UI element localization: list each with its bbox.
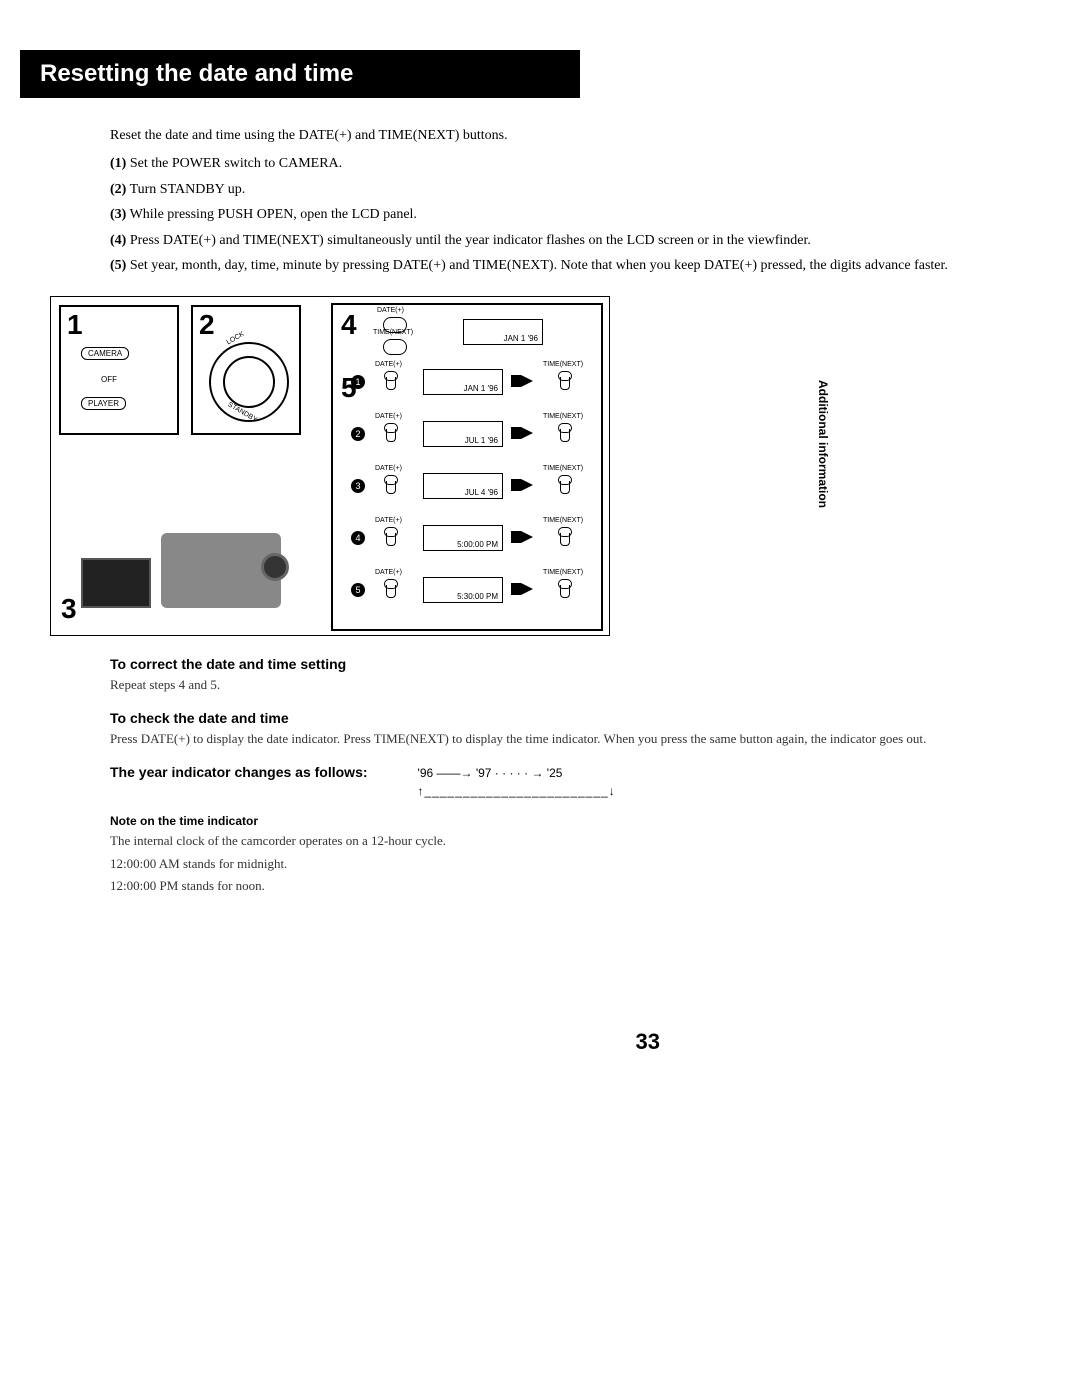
diagram-num-1: 1	[67, 309, 83, 341]
arrow-icon	[511, 479, 521, 491]
check-text: Press DATE(+) to display the date indica…	[110, 730, 1040, 748]
player-label: PLAYER	[81, 397, 126, 410]
section-title: Resetting the date and time	[40, 60, 560, 88]
arrow-icon	[511, 375, 521, 387]
press-icon	[381, 423, 399, 443]
lcd-display: 5:00:00 PM	[423, 525, 503, 551]
intro-paragraph: Reset the date and time using the DATE(+…	[110, 128, 1040, 144]
arrow-icon	[521, 583, 533, 595]
step-text: While pressing PUSH OPEN, open the LCD p…	[130, 207, 417, 222]
step-text: Set year, month, day, time, minute by pr…	[130, 258, 948, 273]
step-item: (2) Turn STANDBY up.	[110, 180, 1040, 200]
date-btn-label: DATE(+)	[375, 413, 402, 420]
date-btn-label: DATE(+)	[375, 465, 402, 472]
arrow-icon	[521, 531, 533, 543]
press-icon	[381, 371, 399, 391]
lcd-display: JAN 1 '96	[423, 369, 503, 395]
arrow-icon	[521, 375, 533, 387]
arrow-icon	[521, 479, 533, 491]
note-heading: Note on the time indicator	[110, 814, 1040, 828]
time-btn-label: TIME(NEXT)	[543, 569, 583, 576]
camera-label: CAMERA	[81, 347, 129, 360]
date-btn-label: DATE(+)	[375, 361, 402, 368]
seq-circle-num: 5	[351, 583, 365, 597]
seq-row: 2 DATE(+) JUL 1 '96 TIME(NEXT)	[333, 409, 601, 461]
arrow-icon	[511, 583, 521, 595]
time-button-icon	[383, 339, 407, 355]
instruction-diagram: 1 CAMERA OFF PLAYER 2 LOCK STANDBY 3 4 5…	[50, 296, 610, 636]
step-item: (1) Set the POWER switch to CAMERA.	[110, 154, 1040, 174]
date-btn-label: DATE(+)	[377, 307, 404, 314]
dial-icon	[209, 342, 289, 422]
lcd-display: 5:30:00 PM	[423, 577, 503, 603]
press-icon	[381, 475, 399, 495]
year-indicator-row: The year indicator changes as follows: '…	[110, 764, 1040, 800]
step-text: Turn STANDBY up.	[130, 182, 246, 197]
seq-row: 4 DATE(+) 5:00:00 PM TIME(NEXT)	[333, 513, 601, 565]
seq-row: 3 DATE(+) JUL 4 '96 TIME(NEXT)	[333, 461, 601, 513]
correct-heading: To correct the date and time setting	[110, 656, 1040, 672]
seq-row: 1 DATE(+) JAN 1 '96 TIME(NEXT)	[333, 357, 601, 409]
time-btn-label: TIME(NEXT)	[543, 517, 583, 524]
note-text-2: 12:00:00 AM stands for midnight.	[110, 855, 1040, 873]
press-icon	[381, 527, 399, 547]
time-btn-label: TIME(NEXT)	[543, 361, 583, 368]
note-text-1: The internal clock of the camcorder oper…	[110, 832, 1040, 850]
year-flow-line2: ↑________________________↓	[418, 784, 616, 798]
steps-list: (1) Set the POWER switch to CAMERA. (2) …	[110, 154, 1040, 276]
step-item: (3) While pressing PUSH OPEN, open the L…	[110, 205, 1040, 225]
time-btn-label: TIME(NEXT)	[543, 413, 583, 420]
seq-row: 5 DATE(+) 5:30:00 PM TIME(NEXT)	[333, 565, 601, 617]
section-side-label: Additional information	[816, 380, 830, 508]
sequence-panel: DATE(+) TIME(NEXT) JAN 1 '96 1 DATE(+) J…	[331, 303, 603, 631]
note-text-3: 12:00:00 PM stands for noon.	[110, 877, 1040, 895]
arrow-icon	[521, 427, 533, 439]
diagram-num-2: 2	[199, 309, 215, 341]
press-icon	[555, 371, 573, 391]
time-btn-label: TIME(NEXT)	[373, 329, 413, 336]
year-heading: The year indicator changes as follows:	[110, 764, 368, 780]
lcd-display: JUL 1 '96	[423, 421, 503, 447]
year-flow-line1: '96 ——→ '97 · · · · · → '25	[418, 766, 563, 780]
arrow-icon	[511, 531, 521, 543]
date-btn-label: DATE(+)	[375, 517, 402, 524]
step-text: Press DATE(+) and TIME(NEXT) simultaneou…	[130, 233, 811, 248]
section-title-bar: Resetting the date and time	[20, 50, 580, 98]
step-num: (5)	[110, 258, 126, 273]
step-num: (2)	[110, 182, 126, 197]
seq-circle-num: 2	[351, 427, 365, 441]
step-num: (1)	[110, 156, 126, 171]
step-num: (4)	[110, 233, 126, 248]
camcorder-illustration	[81, 503, 281, 623]
off-label: OFF	[101, 375, 117, 384]
seq-circle-num: 4	[351, 531, 365, 545]
lcd-display: JAN 1 '96	[463, 319, 543, 345]
seq-circle-num: 1	[351, 375, 365, 389]
press-icon	[555, 423, 573, 443]
press-icon	[555, 579, 573, 599]
page-number: 33	[636, 1029, 660, 1055]
press-icon	[381, 579, 399, 599]
lcd-icon	[81, 558, 151, 608]
correct-text: Repeat steps 4 and 5.	[110, 676, 1040, 694]
step-num: (3)	[110, 207, 126, 222]
step-item: (5) Set year, month, day, time, minute b…	[110, 256, 1040, 276]
check-heading: To check the date and time	[110, 710, 1040, 726]
diagram-num-3: 3	[61, 593, 77, 625]
step-item: (4) Press DATE(+) and TIME(NEXT) simulta…	[110, 231, 1040, 251]
step-text: Set the POWER switch to CAMERA.	[130, 156, 342, 171]
time-btn-label: TIME(NEXT)	[543, 465, 583, 472]
arrow-icon	[511, 427, 521, 439]
seq-circle-num: 3	[351, 479, 365, 493]
press-icon	[555, 475, 573, 495]
seq-row: DATE(+) TIME(NEXT) JAN 1 '96	[333, 305, 601, 357]
lcd-display: JUL 4 '96	[423, 473, 503, 499]
lens-icon	[261, 553, 289, 581]
date-btn-label: DATE(+)	[375, 569, 402, 576]
year-flow-wrap: '96 ——→ '97 · · · · · → '25 ↑___________…	[388, 764, 616, 800]
press-icon	[555, 527, 573, 547]
